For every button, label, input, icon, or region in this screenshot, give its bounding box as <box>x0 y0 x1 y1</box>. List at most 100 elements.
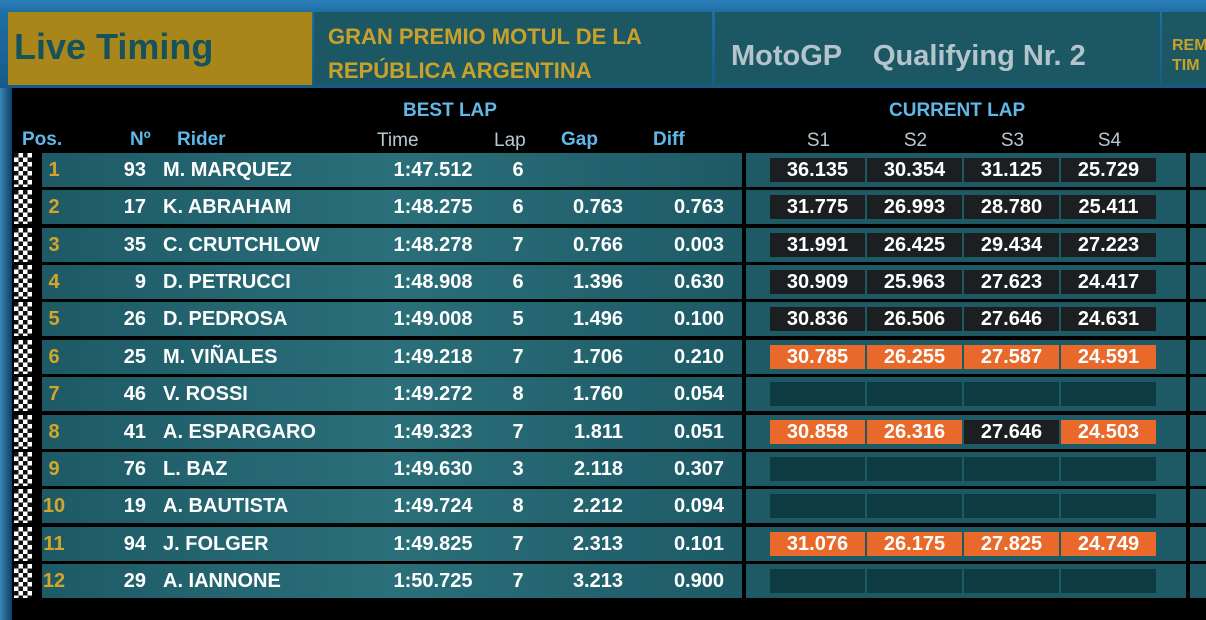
sector-cell: 30.354 <box>867 158 962 182</box>
sector-cell: 25.963 <box>867 270 962 295</box>
sector-cell: 24.749 <box>1061 531 1156 556</box>
diff: 0.003 <box>673 233 724 256</box>
rider-number: 29 <box>123 569 146 592</box>
sector-cell <box>770 456 865 481</box>
best-time: 1:48.908 <box>393 271 473 294</box>
row-bg <box>42 451 742 486</box>
best-lap: 7 <box>512 420 524 443</box>
row-bg <box>42 302 742 337</box>
rider-name: J. FOLGER <box>163 532 269 555</box>
gap: 1.760 <box>572 383 623 406</box>
sector-cell: 29.434 <box>964 232 1059 257</box>
row-bg <box>1190 414 1206 449</box>
checker-flag <box>14 190 32 225</box>
best-lap: 7 <box>512 532 524 555</box>
checker-flag <box>14 489 32 524</box>
best-lap: 6 <box>512 159 524 181</box>
diff: 0.054 <box>673 383 724 406</box>
position: 10 <box>42 495 66 518</box>
best-time: 1:49.724 <box>393 495 473 518</box>
diff: 0.307 <box>673 457 724 480</box>
rider-name: D. PETRUCCI <box>163 271 291 294</box>
sector-cell: 30.785 <box>770 344 865 369</box>
rider-name: A. BAUTISTA <box>163 495 289 518</box>
sector-cell: 26.255 <box>867 344 962 369</box>
col-header: Pos. <box>22 129 63 150</box>
rider-name: L. BAZ <box>163 457 228 480</box>
row-bg <box>1190 265 1206 300</box>
position: 9 <box>48 457 60 480</box>
position: 11 <box>43 532 65 555</box>
sector-cell: 26.506 <box>867 307 962 332</box>
gap: 0.766 <box>572 233 623 256</box>
rider-number: 25 <box>123 345 146 368</box>
position: 8 <box>48 420 60 443</box>
sector-cell: 30.909 <box>770 270 865 295</box>
rider-name: C. CRUTCHLOW <box>163 233 320 256</box>
best-time: 1:48.278 <box>393 233 473 256</box>
diff: 0.900 <box>673 569 724 592</box>
row-bg <box>42 526 742 561</box>
row-bg <box>42 339 742 374</box>
rider-number: 19 <box>123 495 146 518</box>
row-bg <box>1190 153 1206 187</box>
sector-cell: 27.223 <box>1061 232 1156 257</box>
sector-cell: 36.135 <box>770 158 865 182</box>
sector-cell <box>1061 494 1156 519</box>
diff: 0.094 <box>673 495 724 518</box>
remaining-line: TIM <box>1172 57 1200 74</box>
rider-number: 94 <box>123 532 146 555</box>
col-header: S2 <box>903 130 928 151</box>
diff: 0.210 <box>673 345 724 368</box>
position: 5 <box>48 308 60 331</box>
gap: 2.212 <box>572 495 623 518</box>
diff: 0.101 <box>673 532 724 555</box>
checker-flag <box>14 265 32 300</box>
sector-cell: 26.425 <box>867 232 962 257</box>
diff: 0.051 <box>673 420 724 443</box>
row-bg <box>42 489 742 524</box>
sector-cell: 24.417 <box>1061 270 1156 295</box>
row-bg <box>1190 489 1206 524</box>
diff: 0.100 <box>673 308 724 331</box>
sector-cell: 30.836 <box>770 307 865 332</box>
best-lap: 6 <box>512 271 524 294</box>
rider-number: 9 <box>134 271 146 294</box>
diff: 0.630 <box>673 271 724 294</box>
best-time: 1:48.275 <box>393 196 473 219</box>
sector-cell <box>964 382 1059 407</box>
rider-name: D. PEDROSA <box>163 308 288 331</box>
row-bg <box>1190 451 1206 486</box>
sector-cell: 28.780 <box>964 195 1059 220</box>
col-header: S3 <box>1000 130 1025 151</box>
col-header: Time <box>377 130 419 151</box>
gap: 1.396 <box>572 271 623 294</box>
position: 3 <box>48 233 60 256</box>
sector-cell: 27.825 <box>964 531 1059 556</box>
rider-name: M. MARQUEZ <box>163 159 292 181</box>
checker-flag <box>14 339 32 374</box>
sector-cell: 26.993 <box>867 195 962 220</box>
rider-name: K. ABRAHAM <box>163 196 292 219</box>
row-bg <box>42 377 742 412</box>
sector-cell <box>770 568 865 593</box>
sector-cell: 31.125 <box>964 158 1059 182</box>
checker-flag <box>14 377 32 412</box>
best-lap: 7 <box>512 233 524 256</box>
row-bg <box>1190 526 1206 561</box>
sector-cell <box>867 494 962 519</box>
best-lap: 7 <box>512 569 524 592</box>
gap: 1.811 <box>574 420 623 443</box>
session-name: Qualifying Nr. 2 <box>873 40 1086 72</box>
title-box: Live Timing <box>8 12 312 85</box>
sector-cell <box>964 456 1059 481</box>
sector-cell: 26.316 <box>867 419 962 444</box>
event-box: GRAN PREMIO MOTUL DE LA REPÚBLICA ARGENT… <box>314 12 712 85</box>
sector-cell: 27.623 <box>964 270 1059 295</box>
checker-flag <box>14 526 32 561</box>
best-time: 1:49.218 <box>393 345 473 368</box>
row-bg <box>42 265 742 300</box>
row-bg <box>42 414 742 449</box>
position: 7 <box>48 383 60 406</box>
